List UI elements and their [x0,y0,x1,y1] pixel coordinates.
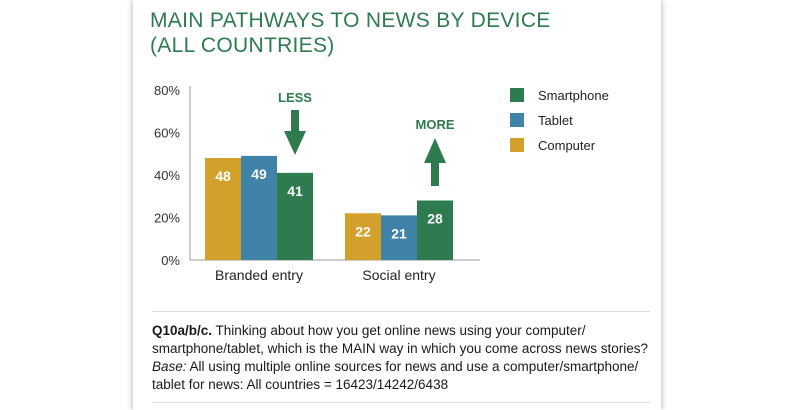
bar-tablet-branded-entry [241,155,277,260]
y-tick-label: 40% [154,168,180,183]
x-category-label: Social entry [362,267,435,283]
bar-smartphone-branded-entry [277,172,313,260]
chart-title-line-1: MAIN PATHWAYS TO NEWS BY DEVICE [150,9,551,32]
annotation-less-arrow-shaft [291,110,299,132]
annotation-less-arrow-head [284,131,306,155]
base-label: Base: [152,359,187,374]
bar-computer-branded-entry [205,158,241,260]
legend-label-smartphone: Smartphone [538,88,609,103]
bar-value-label: 49 [251,166,267,182]
legend-swatch-computer [510,138,524,152]
annotation-more-arrow-head [424,138,446,163]
legend-swatch-tablet [510,113,524,127]
annotation-more-arrow-shaft [431,162,439,186]
bottom-divider [152,402,650,403]
y-tick-label: 0% [161,253,180,268]
bar-value-label: 41 [287,183,303,199]
base-text: All using multiple online sources for ne… [152,359,639,392]
chart-title: MAIN PATHWAYS TO NEWS BY DEVICE (ALL COU… [150,8,570,58]
x-category-label: Branded entry [215,267,303,283]
legend-swatch-smartphone [510,88,524,102]
annotation-more-label: MORE [416,117,455,132]
bar-value-label: 21 [391,225,407,241]
legend-label-computer: Computer [538,138,596,153]
bar-value-label: 48 [215,168,231,184]
question-note: Q10a/b/c. Thinking about how you get onl… [152,322,652,394]
y-tick-label: 80% [154,83,180,98]
bar-computer-social-entry [345,213,381,260]
bar-chart: 0% 20% 40% 60% 80% 48 49 41 Branded entry 22 21 28 S… [154,83,609,283]
bar-tablet-social-entry [381,215,417,260]
chart-title-line-2: (ALL COUNTRIES) [150,34,335,57]
annotation-less-label: LESS [278,90,312,105]
top-divider [152,311,650,312]
legend-label-tablet: Tablet [538,113,573,128]
bar-value-label: 22 [355,223,371,239]
question-id: Q10a/b/c. [152,323,213,338]
bar-value-label: 28 [427,211,443,227]
bar-smartphone-social-entry [417,200,453,260]
question-text: Thinking about how you get online news u… [152,323,648,356]
y-tick-label: 60% [154,126,180,141]
y-tick-label: 20% [154,211,180,226]
